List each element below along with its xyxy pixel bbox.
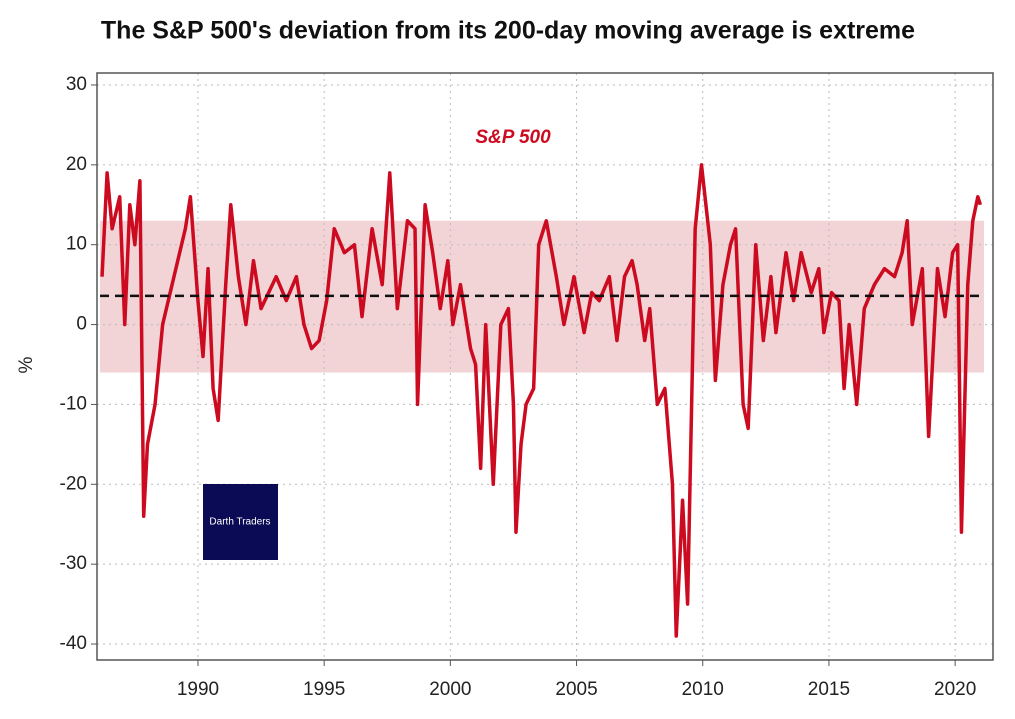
- x-tick-label: 2015: [808, 679, 850, 700]
- x-tick-label: 2010: [682, 679, 724, 700]
- x-tick-label: 2000: [429, 679, 471, 700]
- y-tick-label: -40: [60, 633, 87, 654]
- line: [100, 163, 983, 638]
- y-tick-label: 20: [66, 154, 87, 175]
- watermark: Darth Traders: [209, 517, 270, 528]
- chart-title: The S&P 500's deviation from its 200-day…: [101, 17, 915, 45]
- x-tick-label: 2020: [934, 679, 976, 700]
- x-tick-label: 2005: [555, 679, 597, 700]
- x-tick-label: 1990: [177, 679, 219, 700]
- y-tick-label: 30: [66, 74, 87, 95]
- y-tick-label: -20: [60, 473, 87, 494]
- plot-frame: [96, 72, 994, 661]
- watermark-box: [203, 484, 278, 560]
- series-label: S&P 500: [475, 127, 551, 148]
- y-tick-label: 0: [76, 314, 87, 335]
- y-tick-label: -30: [60, 553, 87, 574]
- y-tick-label: 10: [66, 234, 87, 255]
- x-tick-label: 1995: [303, 679, 345, 700]
- y-axis-label: %: [16, 356, 37, 373]
- y-tick-label: -10: [60, 393, 87, 414]
